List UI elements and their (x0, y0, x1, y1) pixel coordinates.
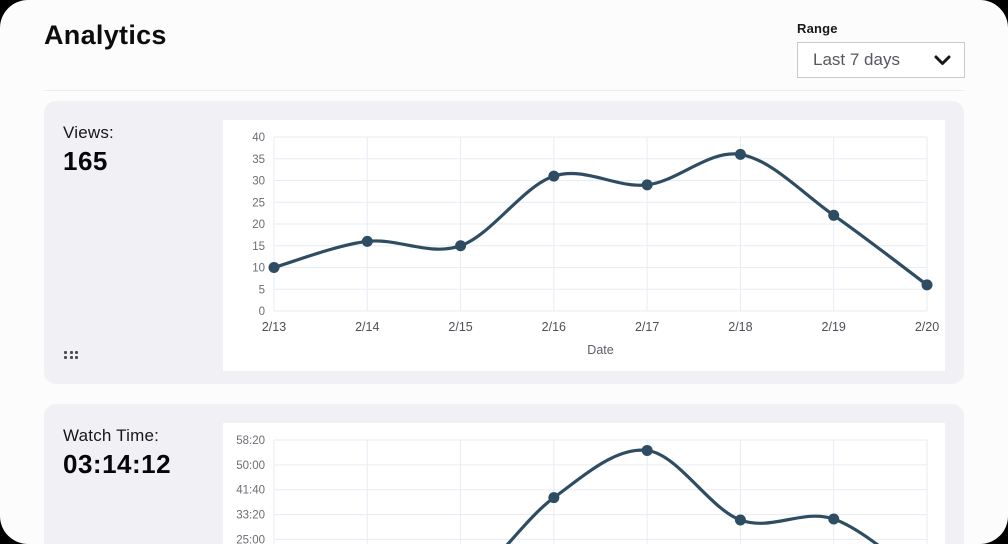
page-title: Analytics (44, 20, 167, 50)
range-select-value: Last 7 days (813, 50, 900, 69)
svg-text:2/14: 2/14 (355, 320, 379, 334)
watch-time-line-chart: 0:008:2016:4025:0033:2041:4050:0058:202/… (236, 435, 928, 544)
svg-text:2/16: 2/16 (542, 320, 566, 334)
svg-text:2/13: 2/13 (262, 320, 286, 334)
svg-text:41:40: 41:40 (236, 485, 265, 497)
watch-time-chart-panel: 0:008:2016:4025:0033:2041:4050:0058:202/… (223, 423, 945, 544)
svg-text:2/18: 2/18 (728, 320, 752, 334)
views-card: Views: 165 0 5 10 15 20 25 30 35 40 2/13 2/14 2/15 2… (44, 101, 964, 384)
svg-text:30: 30 (252, 176, 265, 188)
svg-text:2/20: 2/20 (915, 320, 939, 334)
svg-text:20: 20 (252, 219, 265, 231)
drag-handle-icon[interactable] (64, 350, 78, 359)
svg-text:40: 40 (252, 132, 265, 144)
watch-time-card: Watch Time: 03:14:12 0:008:2016:4025:003… (44, 404, 964, 544)
watch-time-metric-label: Watch Time: (63, 426, 160, 445)
range-label: Range (797, 21, 838, 36)
range-group: Range Last 7 days (797, 21, 965, 78)
svg-text:2/17: 2/17 (635, 320, 659, 334)
views-metric-value: 165 (63, 146, 108, 176)
svg-text:0: 0 (259, 306, 265, 318)
svg-text:25: 25 (252, 197, 265, 209)
svg-text:15: 15 (252, 241, 265, 253)
svg-text:Date: Date (587, 343, 613, 357)
svg-text:5: 5 (259, 284, 265, 296)
range-select[interactable]: Last 7 days (797, 42, 965, 78)
header-divider (44, 90, 964, 91)
svg-text:33:20: 33:20 (236, 510, 265, 522)
chevron-down-icon (934, 55, 951, 65)
views-line-chart: 0 5 10 15 20 25 30 35 40 2/13 2/14 2/15 2/16 2/17 2/18… (252, 132, 939, 357)
svg-text:2/19: 2/19 (822, 320, 846, 334)
svg-text:35: 35 (252, 154, 265, 166)
svg-text:50:00: 50:00 (236, 460, 265, 472)
views-metric-label: Views: (63, 123, 114, 142)
watch-time-metric: Watch Time: 03:14:12 (63, 426, 171, 480)
views-chart-panel: 0 5 10 15 20 25 30 35 40 2/13 2/14 2/15 2/16 2/17 2/18… (223, 120, 945, 371)
views-metric: Views: 165 (63, 123, 114, 177)
svg-text:58:20: 58:20 (236, 435, 265, 447)
svg-text:25:00: 25:00 (236, 534, 265, 544)
svg-text:10: 10 (252, 263, 265, 275)
svg-text:2/15: 2/15 (448, 320, 472, 334)
watch-time-metric-value: 03:14:12 (63, 449, 172, 479)
